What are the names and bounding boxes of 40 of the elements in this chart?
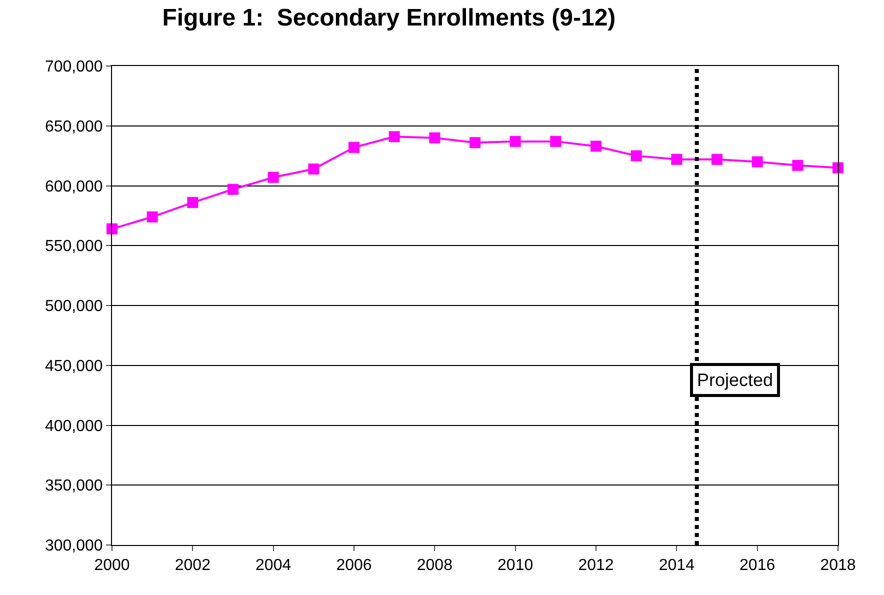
- y-tick-label: 550,000: [44, 238, 103, 256]
- x-tick-label: 2018: [820, 557, 856, 574]
- y-tick-label: 300,000: [44, 538, 103, 555]
- point: [228, 184, 238, 195]
- point: [470, 137, 480, 148]
- point: [630, 150, 642, 162]
- x-tick-label: 2016: [740, 557, 776, 574]
- point: [671, 154, 682, 165]
- x-tick-label: 2008: [416, 557, 453, 574]
- point: [510, 136, 521, 147]
- x-tick-label: 2010: [498, 557, 534, 574]
- y-tick-label: 600,000: [44, 178, 103, 196]
- x-tick-label: 2006: [336, 557, 372, 574]
- point: [388, 131, 400, 142]
- point: [550, 136, 562, 147]
- y-tick-label: 350,000: [44, 478, 103, 495]
- chart-title: Figure 1: Secondary Enrollments (9-12): [162, 4, 616, 32]
- point: [832, 162, 844, 174]
- point: [429, 132, 440, 144]
- point: [308, 163, 320, 174]
- point: [106, 223, 118, 234]
- x-tick-label: 2000: [94, 557, 130, 574]
- y-tick-label: 500,000: [44, 298, 103, 316]
- x-tick-label: 2004: [256, 557, 292, 574]
- point: [590, 140, 602, 152]
- point: [792, 160, 804, 171]
- point: [268, 172, 279, 183]
- point: [712, 154, 722, 165]
- y-tick-label: 400,000: [44, 418, 103, 435]
- point: [752, 156, 763, 168]
- x-tick-label: 2012: [578, 557, 614, 574]
- y-tick-label: 650,000: [44, 118, 103, 136]
- y-tick-label: 700,000: [44, 58, 103, 76]
- x-tick-label: 2014: [658, 557, 695, 574]
- point: [348, 142, 360, 153]
- x-tick-label: 2002: [174, 557, 211, 574]
- annotation: Projected: [697, 370, 774, 390]
- point: [187, 197, 198, 208]
- y-tick-label: 450,000: [44, 358, 103, 375]
- point: [146, 211, 158, 222]
